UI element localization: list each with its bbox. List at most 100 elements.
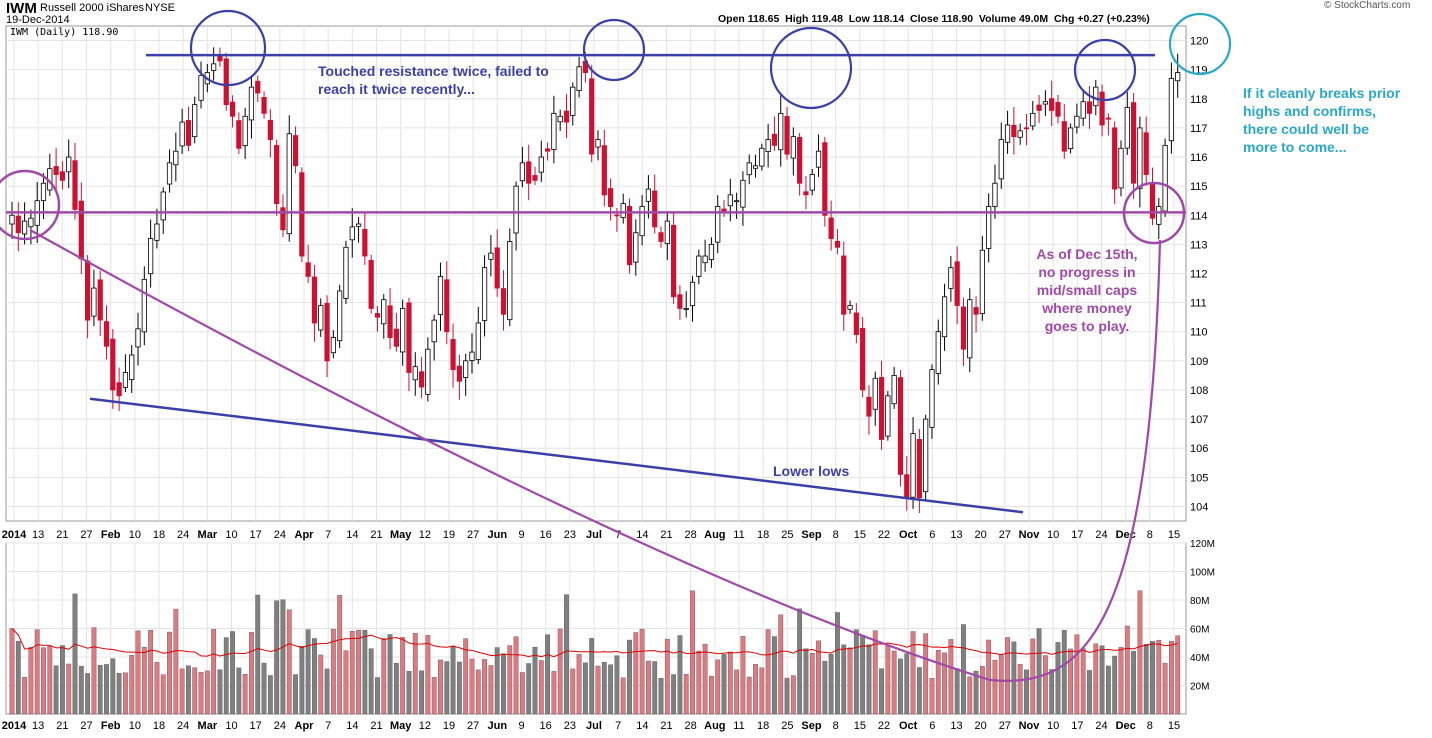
date-tick-label: May: [390, 720, 412, 732]
date-tick-label: 18: [153, 529, 165, 541]
candle-body: [192, 104, 198, 138]
volume-bar: [154, 662, 160, 715]
volume-bar: [475, 669, 481, 715]
volume-bar: [431, 677, 437, 715]
date-tick-label: 27: [467, 529, 479, 541]
volume-bar: [1143, 644, 1149, 715]
candle-body: [645, 188, 652, 202]
candle-body: [1086, 101, 1093, 114]
candle-body: [135, 328, 141, 348]
price-tick-label: 104: [1190, 501, 1208, 513]
candle-body: [601, 145, 607, 196]
date-tick-label: 27: [999, 529, 1011, 541]
candle-body: [387, 305, 393, 338]
candle-body: [481, 267, 488, 321]
volume-bar: [230, 631, 235, 715]
candle-body: [330, 337, 336, 354]
candle-body: [878, 377, 885, 440]
volume-tick-label: 80M: [1190, 596, 1209, 607]
volume-bar: [148, 629, 154, 715]
candle-body: [941, 296, 948, 338]
candle-body: [91, 287, 97, 317]
date-tick-label: Mar: [198, 720, 218, 732]
volume-bar: [356, 629, 361, 715]
volume-bar: [709, 675, 714, 715]
volume-bar: [419, 670, 424, 715]
resistance-touch-circle: [769, 26, 853, 110]
volume-bar: [866, 644, 872, 715]
candle-body: [652, 190, 658, 228]
volume-bar: [249, 632, 254, 715]
security-name: Russell 2000 iShares: [40, 2, 144, 14]
volume-bar: [53, 665, 59, 715]
volume-bar: [702, 643, 708, 715]
date-tick-label: 27: [467, 720, 479, 732]
volume-bar: [255, 594, 261, 715]
date-tick-label: 21: [370, 529, 382, 541]
volume-bar: [412, 633, 418, 715]
price-tick-label: 120: [1190, 36, 1208, 48]
candle-body: [1118, 147, 1124, 189]
volume-bar: [223, 637, 229, 715]
volume-bar: [91, 627, 97, 715]
volume-bar: [211, 629, 217, 715]
volume-bar: [1156, 639, 1162, 715]
candle-body: [444, 279, 450, 333]
date-tick-label: 23: [564, 720, 576, 732]
volume-bar: [929, 678, 935, 715]
chart-date: 19-Dec-2014: [6, 14, 70, 26]
candle-body: [727, 194, 733, 207]
volume-bar: [778, 614, 784, 715]
volume-bar: [564, 594, 569, 715]
candle-body: [626, 206, 633, 266]
date-tick-label: 21: [56, 720, 68, 732]
price-tick-label: 118: [1190, 94, 1208, 106]
candle-body: [809, 174, 815, 191]
volume-bar: [910, 631, 916, 715]
volume-bar: [582, 662, 588, 715]
candle-body: [274, 145, 280, 205]
candle-body: [866, 396, 872, 417]
candle-body: [1017, 130, 1023, 138]
date-tick-label: 27: [80, 720, 92, 732]
date-tick-label: 14: [636, 529, 648, 541]
date-tick-label: 14: [636, 720, 648, 732]
date-tick-label: 24: [177, 720, 189, 732]
volume-bar: [482, 659, 487, 715]
date-tick-label: 10: [129, 529, 141, 541]
volume-tick-label: 100M: [1190, 568, 1215, 579]
candle-body: [853, 312, 859, 336]
date-tick-label: 24: [1095, 720, 1107, 732]
curved-arrow-line: [29, 229, 1162, 682]
volume-bar: [179, 668, 185, 715]
volume-bar: [324, 668, 330, 715]
date-tick-label: Nov: [1019, 529, 1041, 541]
volume-bar: [715, 659, 721, 715]
candle-body: [633, 232, 639, 263]
volume-bar: [891, 650, 897, 715]
volume-bar: [110, 658, 116, 715]
volume-bar: [633, 632, 639, 715]
candle-body: [343, 246, 349, 299]
volume-bar: [1105, 665, 1111, 715]
candle-body: [292, 135, 299, 167]
candle-body: [456, 365, 462, 382]
candle-body: [979, 249, 985, 315]
candle-body: [797, 137, 803, 184]
lower-lows-annotation: Lower lows: [773, 463, 850, 479]
date-tick-label: Feb: [101, 529, 121, 541]
breakout-annotation: If it cleanly breaks prior highs and con…: [1243, 85, 1401, 155]
candle-body: [1099, 91, 1105, 126]
volume-bar: [519, 672, 525, 715]
volume-bar: [853, 629, 859, 715]
volume-bar: [1049, 669, 1055, 715]
candle-body: [910, 433, 916, 498]
candle-body: [393, 328, 399, 347]
dec15-annotation: As of Dec 15th, no progress in mid/small…: [1036, 246, 1138, 334]
volume-bar: [488, 665, 494, 715]
volume-bar: [790, 675, 796, 715]
volume-bar: [532, 646, 538, 715]
date-tick-label: 18: [153, 720, 165, 732]
candle-body: [179, 121, 185, 147]
candle-body: [198, 75, 204, 101]
